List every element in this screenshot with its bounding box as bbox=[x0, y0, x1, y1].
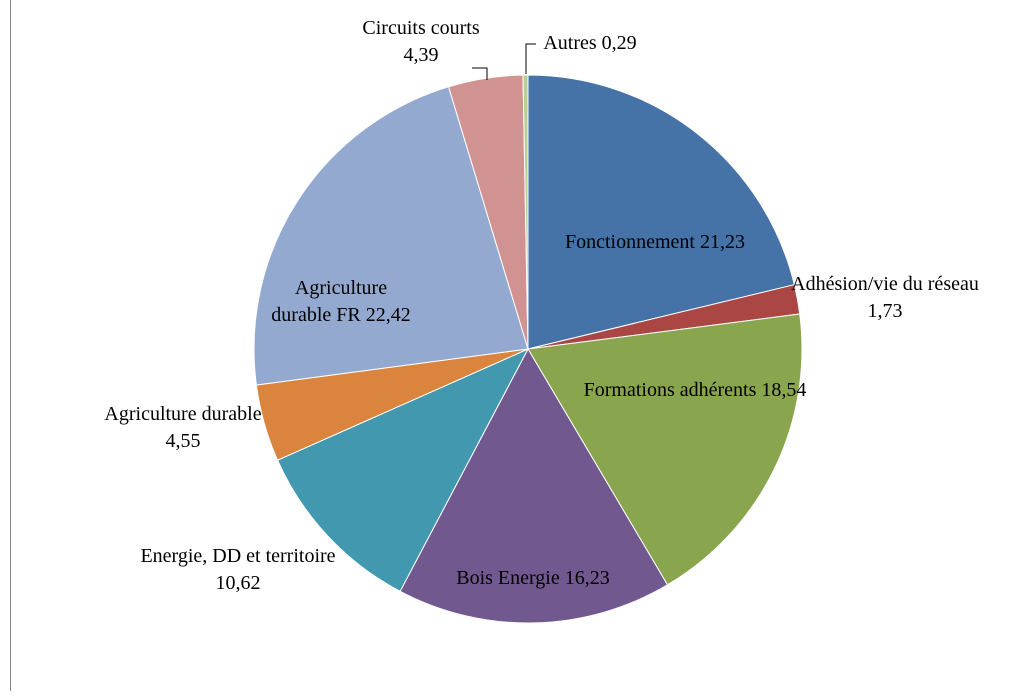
label-text: Fonctionnement 21,23 bbox=[565, 229, 745, 256]
category-label: Fonctionnement bbox=[565, 231, 695, 253]
label-text: Energie, DD et territoire 10,62 bbox=[138, 543, 338, 597]
value-label: 1,73 bbox=[868, 300, 903, 322]
slice-label: Bois Energie 16,23 bbox=[448, 548, 618, 608]
slice-label: Formations adhérents 18,54 bbox=[580, 360, 810, 420]
category-label: Energie, DD et territoire bbox=[140, 545, 335, 567]
value-label: 22,42 bbox=[366, 304, 411, 326]
value-label: 18,54 bbox=[761, 379, 806, 401]
category-label: Circuits courts bbox=[362, 17, 479, 39]
slice-label: Circuits courts 4,39 bbox=[346, 12, 496, 72]
category-label: Adhésion/vie du réseau bbox=[791, 273, 979, 295]
value-label: 10,62 bbox=[216, 572, 261, 594]
label-box: Bois Energie 16,23 bbox=[448, 548, 618, 608]
category-label: Bois Energie bbox=[456, 567, 560, 589]
label-text: Adhésion/vie du réseau 1,73 bbox=[785, 271, 985, 325]
label-box: Energie, DD et territoire 10,62 bbox=[138, 540, 338, 600]
slice-label: Agriculture durable 4,55 bbox=[98, 398, 268, 458]
slice-label: Adhésion/vie du réseau 1,73 bbox=[785, 268, 985, 328]
value-label: 4,39 bbox=[404, 44, 439, 66]
label-text: Circuits courts 4,39 bbox=[346, 15, 496, 69]
value-label: 0,29 bbox=[602, 32, 637, 54]
label-text: Agriculture durable 4,55 bbox=[98, 401, 268, 455]
category-label: Autres bbox=[543, 32, 596, 54]
slice-label: Agriculture durable FR 22,42 bbox=[266, 257, 416, 347]
label-text: Formations adhérents 18,54 bbox=[584, 377, 807, 404]
label-box: Formations adhérents 18,54 bbox=[580, 360, 810, 420]
value-label: 21,23 bbox=[700, 231, 745, 253]
label-text: Bois Energie 16,23 bbox=[456, 565, 610, 592]
value-label: 16,23 bbox=[565, 567, 610, 589]
label-text: Agriculture durable FR 22,42 bbox=[266, 275, 416, 329]
slice-label: Fonctionnement 21,23 bbox=[555, 212, 755, 272]
slice-label: Autres 0,29 bbox=[515, 28, 665, 58]
label-box: Fonctionnement 21,23 bbox=[555, 212, 755, 272]
label-box: Agriculture durable FR 22,42 bbox=[266, 257, 416, 347]
label-box: Adhésion/vie du réseau 1,73 bbox=[785, 268, 985, 328]
slice-label: Energie, DD et territoire 10,62 bbox=[138, 540, 338, 600]
label-text: Autres 0,29 bbox=[543, 30, 636, 57]
label-box: Autres 0,29 bbox=[515, 28, 665, 58]
value-label: 4,55 bbox=[166, 430, 201, 452]
label-box: Circuits courts 4,39 bbox=[346, 12, 496, 72]
label-box: Agriculture durable 4,55 bbox=[98, 398, 268, 458]
category-label: Agriculture durable bbox=[104, 403, 261, 425]
category-label: Formations adhérents bbox=[584, 379, 757, 401]
